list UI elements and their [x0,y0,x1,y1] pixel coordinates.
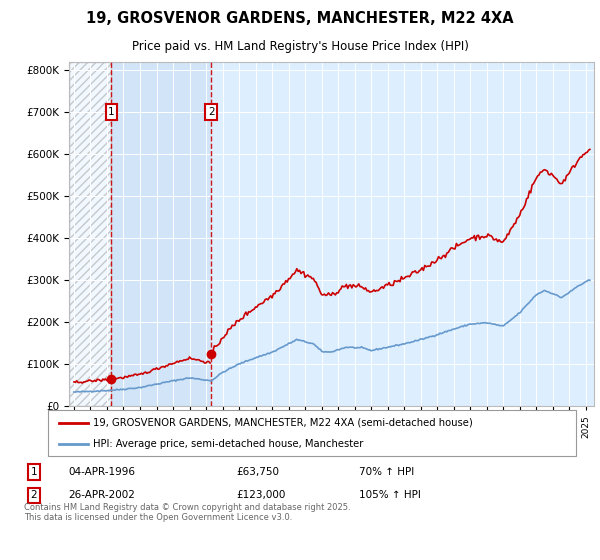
Text: 105% ↑ HPI: 105% ↑ HPI [359,490,421,500]
Text: 26-APR-2002: 26-APR-2002 [68,490,136,500]
Text: 2: 2 [31,490,37,500]
Text: £63,750: £63,750 [236,467,279,477]
Text: Contains HM Land Registry data © Crown copyright and database right 2025.
This d: Contains HM Land Registry data © Crown c… [24,503,350,522]
Text: 70% ↑ HPI: 70% ↑ HPI [359,467,414,477]
Bar [112,62,211,406]
Text: 19, GROSVENOR GARDENS, MANCHESTER, M22 4XA (semi-detached house): 19, GROSVENOR GARDENS, MANCHESTER, M22 4… [93,418,473,428]
Text: 2: 2 [208,107,215,117]
Text: HPI: Average price, semi-detached house, Manchester: HPI: Average price, semi-detached house,… [93,439,363,449]
Text: 1: 1 [31,467,37,477]
FancyBboxPatch shape [48,410,576,456]
Text: 19, GROSVENOR GARDENS, MANCHESTER, M22 4XA: 19, GROSVENOR GARDENS, MANCHESTER, M22 4… [86,11,514,26]
Text: Price paid vs. HM Land Registry's House Price Index (HPI): Price paid vs. HM Land Registry's House … [131,40,469,53]
Bar [69,62,112,406]
Text: £123,000: £123,000 [236,490,286,500]
Text: 1: 1 [108,107,115,117]
Text: 04-APR-1996: 04-APR-1996 [68,467,136,477]
